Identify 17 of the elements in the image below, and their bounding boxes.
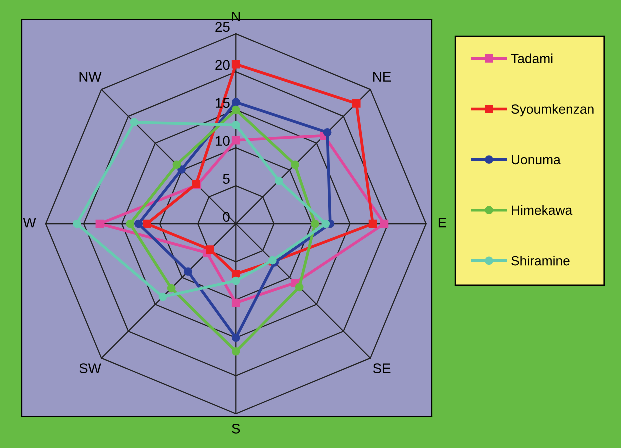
spoke-label: W	[23, 218, 36, 228]
spoke-label: SW	[80, 364, 102, 374]
spoke-label: NE	[374, 72, 392, 82]
legend-label: Shiramine	[512, 256, 570, 266]
y-tick-label: 5	[223, 174, 230, 184]
spoke-label: SE	[373, 364, 391, 374]
legend-label: Himekawa	[512, 205, 573, 216]
y-tick-label: 0	[223, 212, 230, 222]
y-tick-label: 25	[216, 22, 230, 32]
spoke-label: E	[438, 218, 446, 228]
legend-label: Syoumkenzan	[512, 104, 594, 117]
spoke-label: NW	[80, 72, 102, 82]
y-tick-label: 20	[216, 60, 230, 70]
y-tick-label: 10	[216, 136, 230, 146]
legend-label: Uonuma	[512, 155, 561, 165]
spoke-label: S	[232, 424, 240, 434]
legend-label: Tadami	[511, 54, 553, 64]
